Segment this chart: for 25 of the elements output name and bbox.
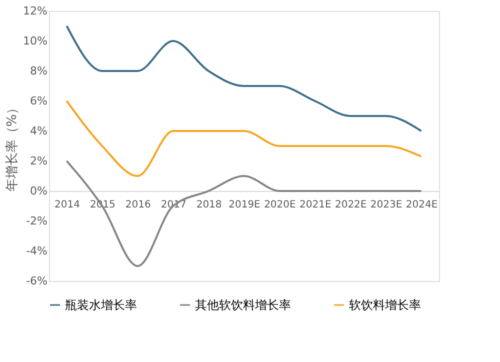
x-tick-label: 2023E bbox=[370, 200, 402, 210]
legend-label: 软饮料增长率 bbox=[349, 298, 421, 312]
x-tick-label: 2024E bbox=[406, 200, 438, 210]
x-tick-label: 2019E bbox=[228, 200, 260, 210]
y-tick-label: 8% bbox=[30, 64, 48, 78]
legend-label: 瓶装水增长率 bbox=[65, 298, 137, 312]
x-tick-label: 2020E bbox=[264, 200, 296, 210]
y-tick-label: 12% bbox=[23, 4, 48, 18]
y-tick-label: -4% bbox=[26, 244, 48, 258]
y-tick-label: 4% bbox=[30, 124, 48, 138]
legend-label: 其他软饮料增长率 bbox=[195, 298, 291, 312]
y-tick-label: 10% bbox=[23, 34, 48, 48]
x-tick-label: 2016 bbox=[125, 200, 151, 210]
y-tick-label: 0% bbox=[30, 184, 48, 198]
line-series bbox=[66, 100, 422, 177]
x-tick-label: 2018 bbox=[196, 200, 222, 210]
y-tick-label: -2% bbox=[26, 214, 48, 228]
x-tick-label: 2014 bbox=[54, 200, 80, 210]
y-tick-label: 2% bbox=[30, 154, 48, 168]
y-axis-title: 年增长率（%） bbox=[4, 101, 20, 192]
y-tick-label: -6% bbox=[26, 274, 48, 288]
x-tick-label: 2021E bbox=[300, 200, 332, 210]
line-series bbox=[66, 25, 422, 132]
y-tick-label: 6% bbox=[30, 94, 48, 108]
x-tick-label: 2022E bbox=[334, 200, 367, 210]
